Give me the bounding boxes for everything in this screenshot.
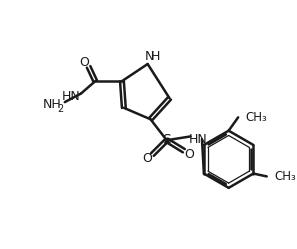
Text: CH₃: CH₃: [246, 111, 268, 124]
Text: S: S: [162, 133, 171, 147]
Text: HN: HN: [189, 133, 208, 146]
Text: HN: HN: [62, 90, 81, 103]
Text: O: O: [79, 56, 89, 69]
Text: O: O: [185, 148, 195, 161]
Text: H: H: [151, 50, 160, 63]
Text: N: N: [145, 50, 154, 63]
Text: CH₃: CH₃: [274, 170, 296, 183]
Text: 2: 2: [57, 104, 63, 114]
Text: NH: NH: [43, 98, 62, 111]
Text: O: O: [142, 152, 152, 165]
